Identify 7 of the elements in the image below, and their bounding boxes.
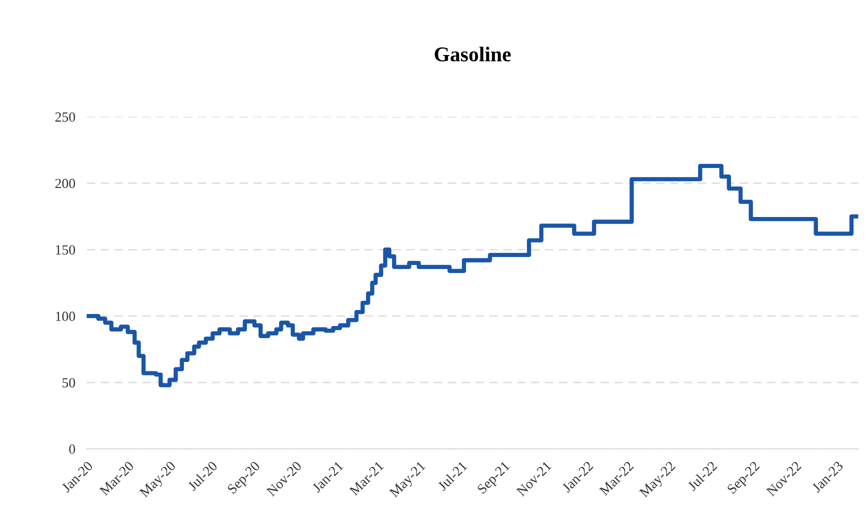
y-tick-label: 0	[69, 444, 76, 454]
y-tick-label: 100	[56, 312, 76, 322]
y-tick-label: 250	[55, 112, 76, 122]
chart-title: Gasoline	[434, 46, 511, 62]
y-tick-label: 50	[62, 378, 76, 388]
y-tick-label: 200	[55, 178, 76, 188]
y-tick-label: 150	[56, 245, 76, 255]
